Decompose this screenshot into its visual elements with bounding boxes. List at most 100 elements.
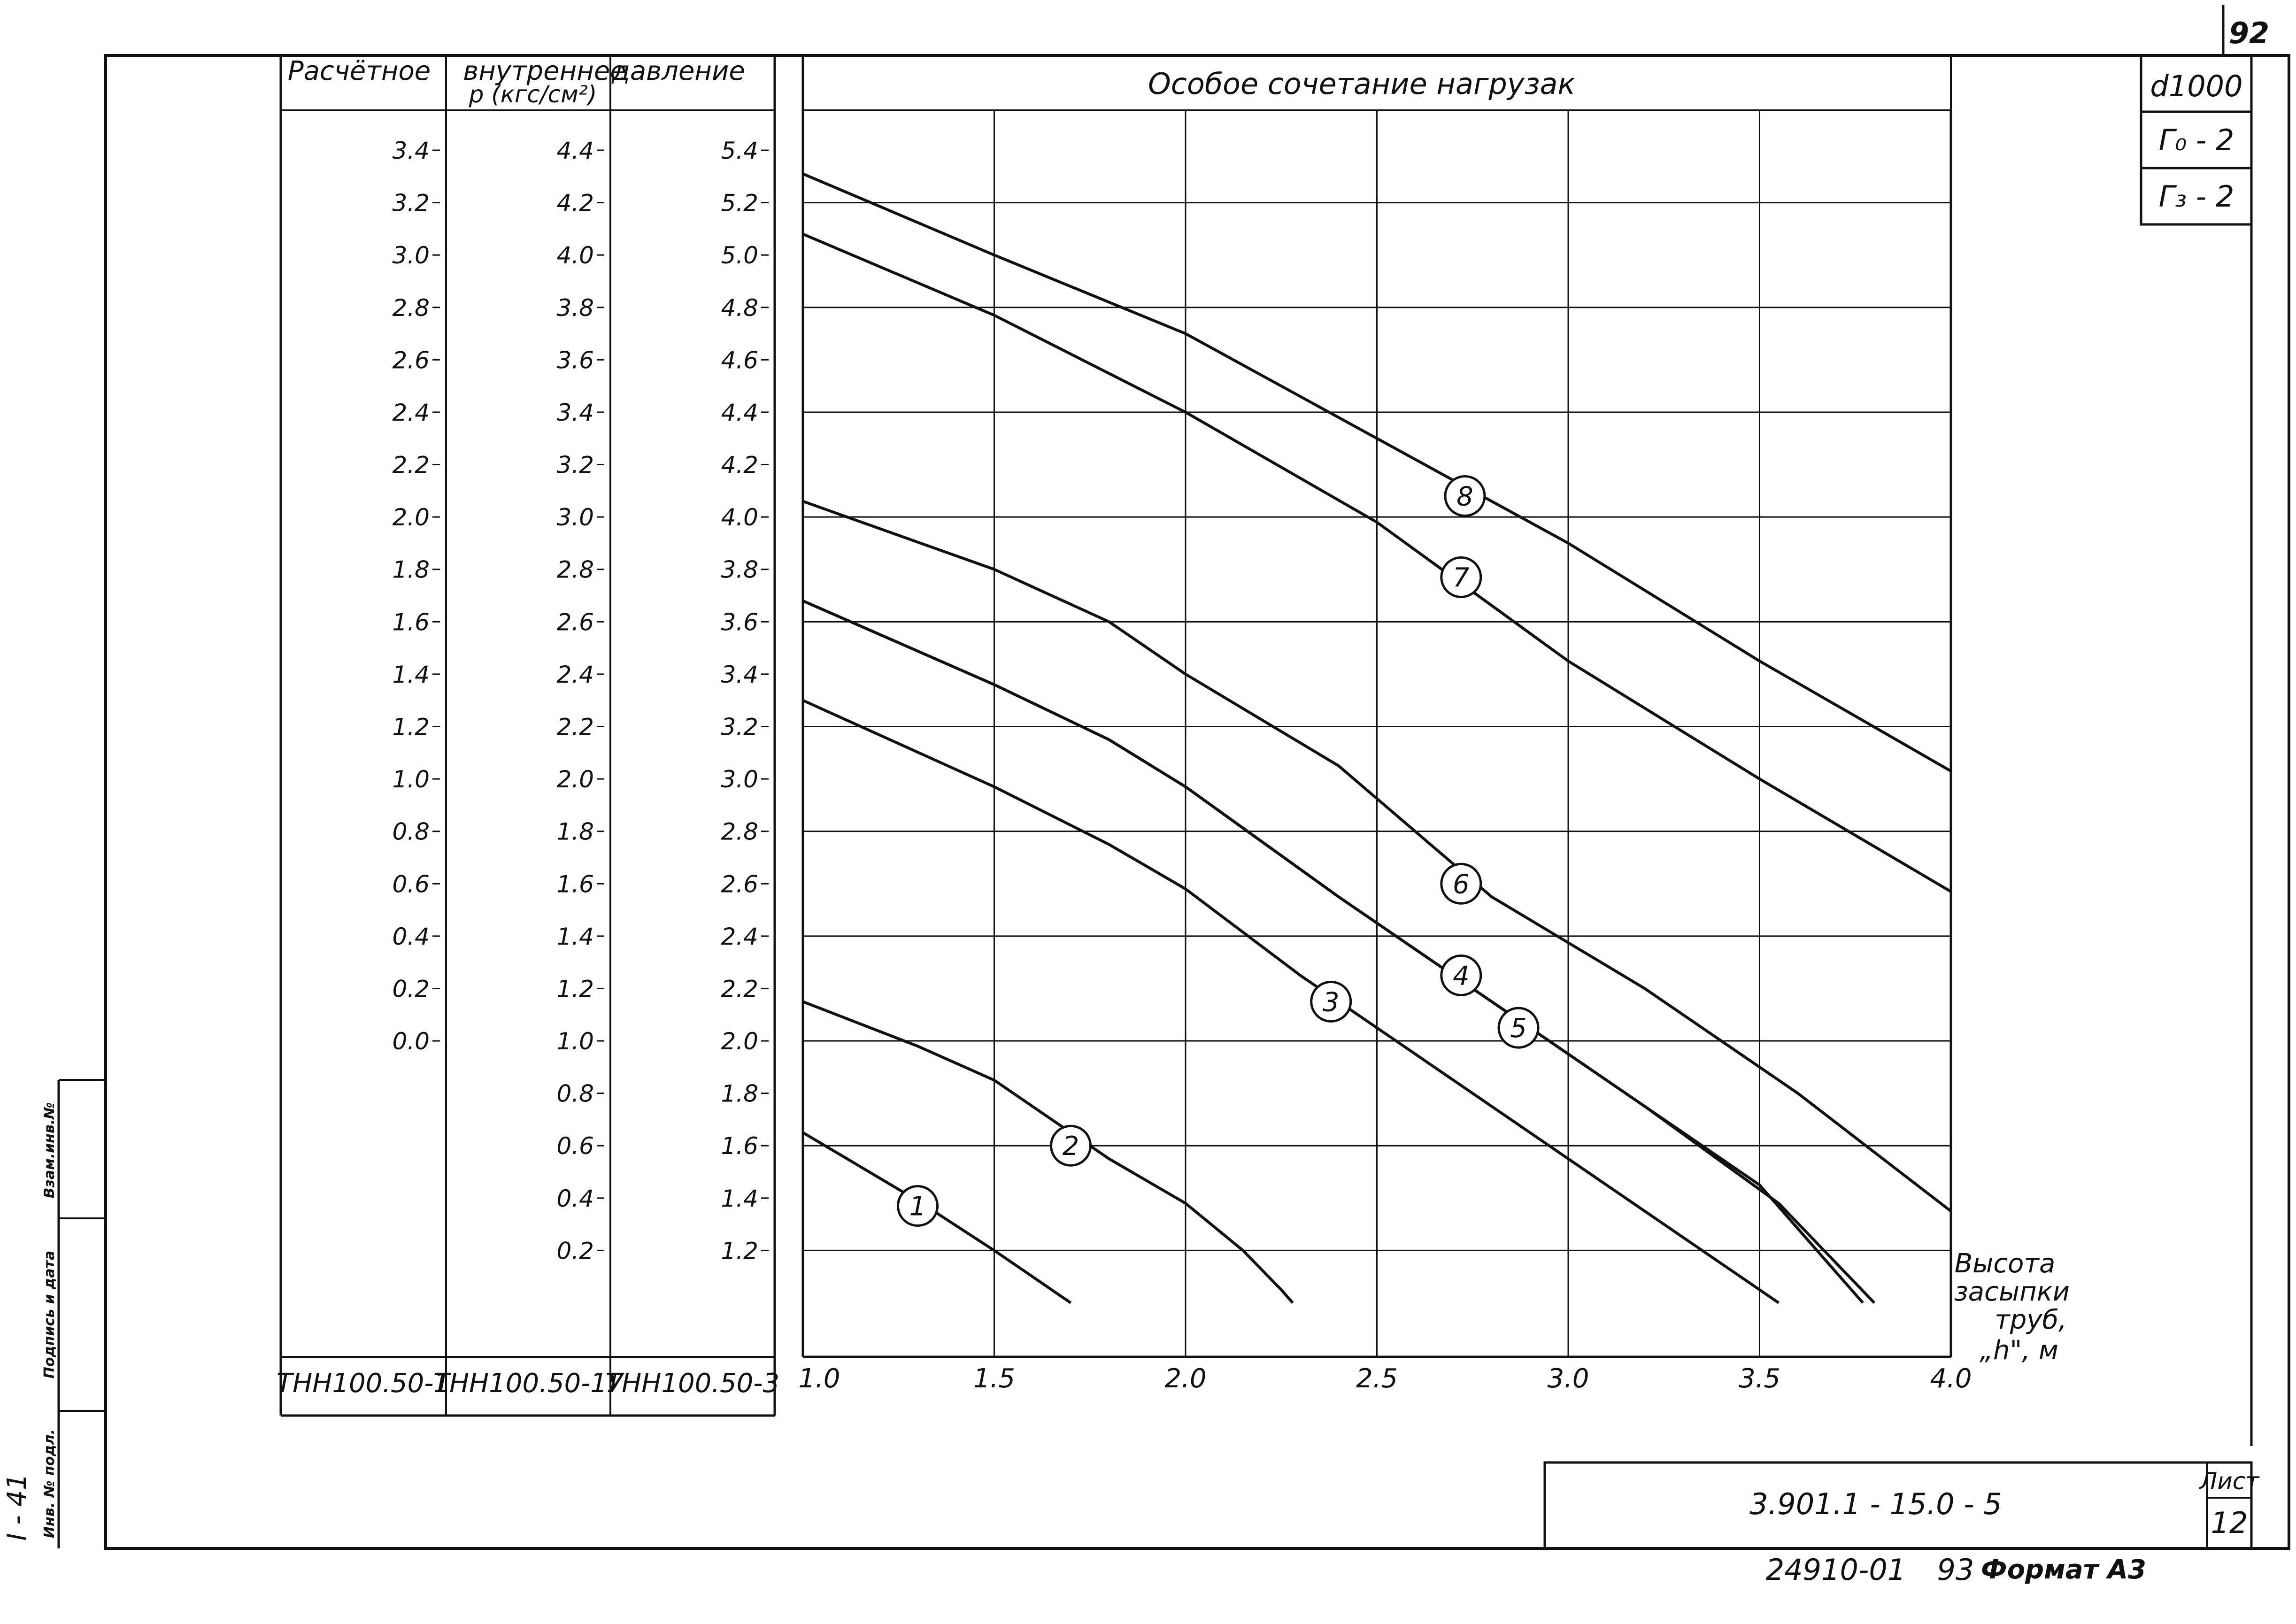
table-value-label: 3.6 bbox=[721, 608, 758, 636]
table-value-label: 1.6 bbox=[721, 1132, 758, 1160]
table-value-label: 4.0 bbox=[721, 504, 758, 531]
table-col-3: 5.4 5.2 5.0 4.8 4.6 4.4 4.2 4.0 3.8 3.6 3.4 3.2 3.0 2… bbox=[721, 137, 769, 1264]
x-tick-label: 4.0 bbox=[1930, 1363, 1972, 1394]
table-code-3: ТНН100.50-3 bbox=[606, 1368, 779, 1399]
series-label-4: 4 bbox=[1453, 961, 1470, 992]
stamp-text-2: Г₀ - 2 bbox=[2159, 123, 2234, 157]
table-value-label: 3.8 bbox=[556, 294, 594, 322]
table-value-label: 2.0 bbox=[392, 504, 430, 531]
table-value-label: 3.0 bbox=[721, 766, 758, 793]
stamp-cells: d1000 Г₀ - 2 Г₃ - 2 bbox=[2140, 54, 2253, 1446]
table-value-label: 4.6 bbox=[721, 346, 758, 374]
chart-title: Особое сочетание нагрузак bbox=[1148, 67, 1576, 101]
series-label-5: 5 bbox=[1510, 1013, 1527, 1044]
chart-grid bbox=[801, 110, 1952, 1358]
table-value-label: 5.2 bbox=[721, 190, 758, 217]
footer-number: 93 bbox=[1937, 1553, 1974, 1587]
series-label-2: 2 bbox=[1063, 1131, 1079, 1162]
side-stamp: Инв. № подл. Подпись и дата Взам.инв.№ I… bbox=[2, 1079, 106, 1548]
table-value-label: 2.6 bbox=[556, 608, 594, 636]
table-value-label: 0.4 bbox=[556, 1185, 594, 1212]
series-marker-4 bbox=[1440, 954, 1482, 997]
table-value-label: 0.2 bbox=[556, 1237, 594, 1264]
series-marker-1 bbox=[897, 1185, 939, 1227]
series-line-6 bbox=[802, 500, 1952, 1213]
series-marker-6 bbox=[1440, 862, 1482, 905]
series-marker-8 bbox=[1444, 475, 1486, 517]
table-value-label: 0.2 bbox=[392, 975, 430, 1002]
format-label: Формат A3 bbox=[1981, 1555, 2146, 1585]
table-value-label: 4.4 bbox=[721, 399, 758, 426]
side-vertical-code: I - 41 bbox=[2, 1473, 32, 1541]
series-line-8 bbox=[802, 172, 1952, 773]
sheet-label: Лист bbox=[2199, 1468, 2260, 1495]
table-value-label: 0.8 bbox=[556, 1080, 594, 1108]
table-value-label: 4.2 bbox=[556, 190, 594, 217]
series-line-1 bbox=[802, 1131, 1072, 1304]
table-code-1: ТНН100.50-1 bbox=[277, 1368, 450, 1399]
x-tick-label: 3.0 bbox=[1547, 1363, 1589, 1394]
table-value-label: 0.0 bbox=[392, 1028, 430, 1055]
table-value-label: 3.0 bbox=[392, 242, 430, 269]
table-value-label: 3.4 bbox=[392, 137, 430, 164]
table-value-label: 2.0 bbox=[556, 766, 594, 793]
table-value-label: 4.0 bbox=[556, 242, 594, 269]
series-label-7: 7 bbox=[1453, 562, 1470, 593]
chart-series bbox=[802, 172, 1952, 1304]
series-line-7 bbox=[802, 232, 1952, 893]
sheet-number: 12 bbox=[2211, 1506, 2248, 1540]
table-header-word-3: давление bbox=[611, 56, 745, 86]
table-value-label: 3.4 bbox=[556, 399, 594, 426]
table-value-label: 1.6 bbox=[556, 870, 594, 898]
series-label-6: 6 bbox=[1453, 869, 1470, 900]
table-value-label: 3.2 bbox=[556, 452, 594, 479]
table-value-label: 1.6 bbox=[392, 608, 430, 636]
table-value-label: 2.8 bbox=[721, 818, 758, 846]
table-value-label: 3.8 bbox=[721, 556, 758, 584]
table-value-label: 1.4 bbox=[721, 1185, 758, 1212]
x-axis-label-line-2: засыпки bbox=[1954, 1277, 2070, 1307]
x-tick-label: 1.0 bbox=[798, 1363, 840, 1394]
table-value-label: 2.8 bbox=[556, 556, 594, 584]
table-value-label: 2.4 bbox=[556, 661, 594, 688]
table-value-label: 3.0 bbox=[556, 504, 594, 531]
table-value-label: 2.2 bbox=[392, 452, 430, 479]
table-value-label: 2.6 bbox=[392, 346, 430, 374]
footer-code: 24910-01 bbox=[1766, 1553, 1906, 1587]
pressure-table: Расчётное внутреннее давление p (кгс/см²… bbox=[277, 55, 779, 1417]
table-col-1: 3.4 3.2 3.0 2.8 2.6 2.4 2.2 2.0 1.8 1.6 1.4 1.2 1.0 0… bbox=[392, 137, 440, 1055]
series-marker-7 bbox=[1440, 556, 1482, 598]
table-value-label: 1.0 bbox=[392, 766, 430, 793]
series-label-1: 1 bbox=[909, 1192, 926, 1222]
stamp-text-3: Г₃ - 2 bbox=[2159, 179, 2234, 214]
title-block: 3.901.1 - 15.0 - 5 Лист 12 bbox=[1543, 1461, 2260, 1550]
x-axis-label-line-1: Высота bbox=[1955, 1248, 2056, 1279]
series-label-8: 8 bbox=[1456, 482, 1473, 512]
table-value-label: 3.6 bbox=[556, 346, 594, 374]
table-value-label: 0.6 bbox=[556, 1132, 594, 1160]
table-value-label: 1.8 bbox=[721, 1080, 758, 1108]
side-cell-sign: Подпись и дата bbox=[41, 1251, 58, 1378]
series-line-4 bbox=[802, 599, 1864, 1304]
series-line-3 bbox=[802, 699, 1780, 1304]
table-value-label: 0.8 bbox=[392, 818, 430, 846]
table-value-label: 1.4 bbox=[392, 661, 430, 688]
table-code-2: ТНН100.50-1У bbox=[433, 1368, 625, 1399]
side-cell-inv: Инв. № подл. bbox=[41, 1429, 58, 1538]
table-value-label: 4.2 bbox=[721, 452, 758, 479]
x-axis-label-line-3: труб, bbox=[1995, 1305, 2067, 1335]
table-value-label: 1.8 bbox=[556, 818, 594, 846]
corner-number: 92 bbox=[2229, 16, 2269, 50]
table-header-unit: p (кгс/см²) bbox=[469, 81, 597, 108]
table-value-label: 4.8 bbox=[721, 294, 758, 322]
table-value-label: 2.0 bbox=[721, 1028, 758, 1055]
table-value-label: 2.6 bbox=[721, 870, 758, 898]
series-marker-3 bbox=[1310, 980, 1352, 1023]
document-code: 3.901.1 - 15.0 - 5 bbox=[1749, 1487, 2002, 1521]
x-tick-label: 2.5 bbox=[1356, 1363, 1398, 1394]
stamp-cell-3 bbox=[2140, 167, 2253, 226]
side-cell-replace: Взам.инв.№ bbox=[41, 1102, 58, 1199]
x-tick-label: 1.5 bbox=[973, 1363, 1015, 1394]
x-tick-label: 2.0 bbox=[1164, 1363, 1206, 1394]
